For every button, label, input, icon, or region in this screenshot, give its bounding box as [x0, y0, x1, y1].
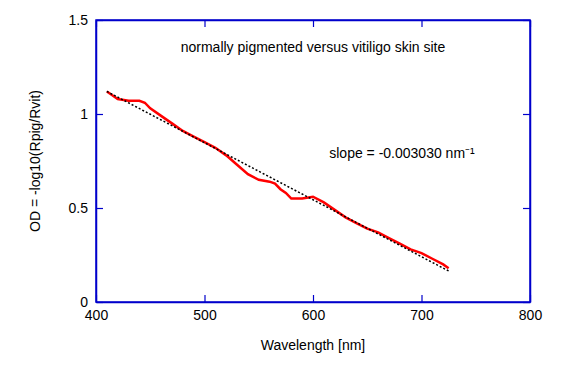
x-axis: [97, 20, 531, 27]
tick-label: 0: [80, 294, 88, 310]
tick-mark: [523, 114, 530, 115]
x-axis: 400 500 600 700 800: [85, 295, 543, 323]
tick: [205, 20, 206, 27]
tick-mark: [96, 208, 103, 209]
tick-mark: [421, 20, 422, 27]
y-axis: [523, 21, 531, 303]
tick: [523, 302, 530, 303]
tick: 1: [80, 106, 103, 122]
annotation: slope = -0.003030 nm⁻¹: [329, 145, 475, 161]
y-axis-title: OD = -log10(Rpig/Rvit): [27, 90, 43, 232]
tick-label: 0.5: [69, 200, 89, 216]
tick: [523, 20, 530, 21]
tick-mark: [96, 302, 103, 303]
tick-mark: [313, 295, 314, 302]
axis-line: [530, 21, 532, 303]
tick: 500: [193, 295, 217, 323]
tick-mark: [96, 20, 103, 21]
tick-label: 1: [80, 106, 88, 122]
tick: 0: [80, 294, 103, 310]
tick-label: 800: [519, 307, 543, 323]
tick-mark: [204, 295, 205, 302]
tick: [523, 208, 530, 209]
plot-area: [107, 91, 449, 271]
tick: 1.5: [69, 12, 103, 28]
tick: 600: [302, 295, 326, 323]
tick: 700: [410, 295, 434, 323]
series-line: [107, 91, 449, 271]
tick-label: 500: [193, 307, 217, 323]
tick: [422, 20, 423, 27]
tick-mark: [313, 20, 314, 27]
chart: 400 500 600 700 800 0 0.5 1 1.5 Wavelength [nm] OD…: [0, 0, 575, 368]
tick-mark: [523, 20, 530, 21]
tick-mark: [523, 302, 530, 303]
tick-mark: [523, 208, 530, 209]
annotation: normally pigmented versus vitiligo skin …: [181, 39, 446, 55]
tick-label: 700: [410, 307, 434, 323]
axis-line: [96, 21, 98, 303]
tick: [313, 20, 314, 27]
tick: 0.5: [69, 200, 103, 216]
tick-label: 400: [85, 307, 109, 323]
plot-frame: [96, 20, 530, 302]
tick-label: 600: [302, 307, 326, 323]
tick-label: 1.5: [69, 12, 89, 28]
tick-mark: [204, 20, 205, 27]
y-axis: 0 0.5 1 1.5: [69, 12, 103, 310]
tick: [523, 114, 530, 115]
x-axis-title: Wavelength [nm]: [261, 337, 366, 353]
tick-mark: [96, 114, 103, 115]
tick-mark: [421, 295, 422, 302]
